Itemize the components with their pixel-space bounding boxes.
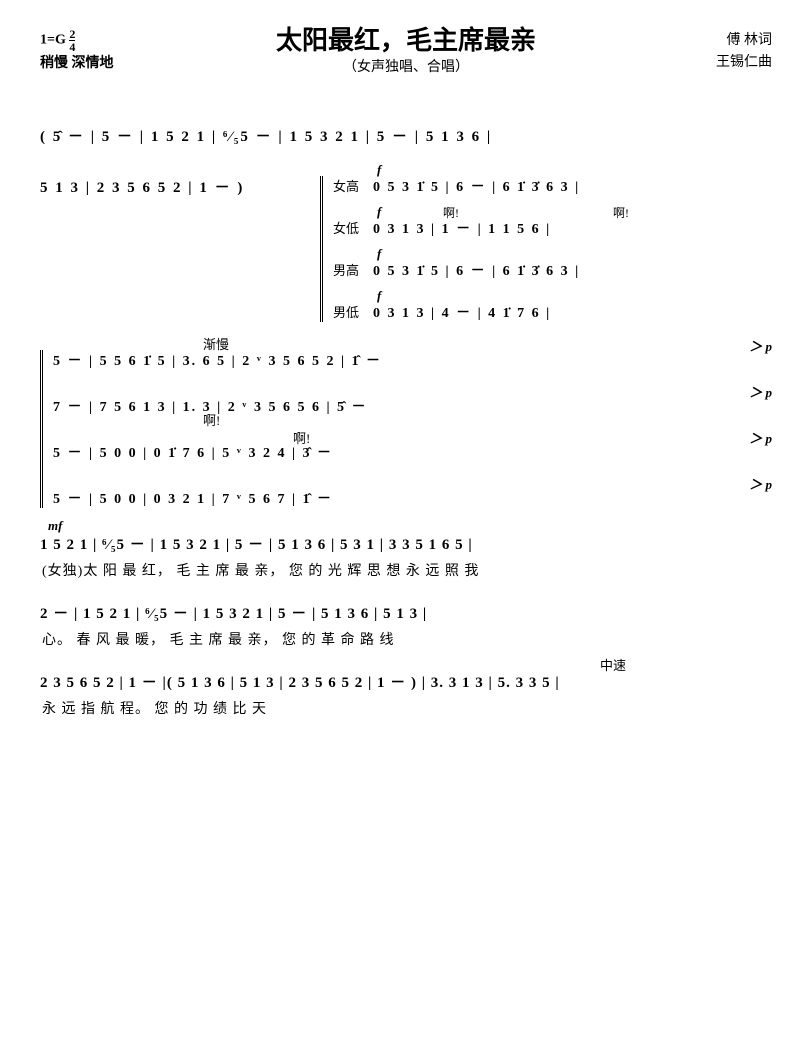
solo-notes1: 1 5 2 1 | ⁶⁄₅5 － | 1 5 3 2 1 | 5 － | 5 1…	[40, 533, 772, 554]
solo-row1: mf 1 5 2 1 | ⁶⁄₅5 － | 1 5 3 2 1 | 5 － | …	[40, 533, 772, 554]
choir-block: f 女高 0 5 3 1̇ 5 | 6 － | 6 1̇ 3̇ 6 3 | f …	[320, 176, 772, 322]
choir-alto: f 啊! 女低 0 3 1 3 | 1 － | 1 1 5 6 | 啊!	[333, 218, 772, 238]
title: 太阳最红，毛主席最亲	[276, 20, 536, 57]
lyrics1: (女独)太 阳 最 红， 毛 主 席 最 亲， 您 的 光 辉 思 想 永 远 …	[40, 560, 772, 580]
intro-line1: ( 5̂ － | 5 － | 1 5 2 1 | ⁶⁄₅5 － | 1 5 3 …	[40, 125, 772, 146]
ah-text: 啊!	[203, 410, 220, 429]
tempo-marking: 稍慢 深情地	[40, 52, 114, 72]
sheet-music-page: 1=G 2 4 稍慢 深情地 太阳最红，毛主席最亲 （女声独唱、合唱） 傅 林词…	[0, 0, 812, 748]
ah-text2: 啊!	[613, 204, 629, 221]
ah-text: 啊!	[293, 428, 310, 447]
ah-text: 啊!	[443, 204, 459, 221]
part-label-soprano: 女高	[333, 176, 369, 195]
dynamic-p: ＞ p	[749, 336, 772, 355]
part-label-bass: 男低	[333, 302, 369, 321]
sec2-row2: ＞ p 7 － | 7 5 6 1 3 | 1. 3 | 2 ᵛ 3 5 6 5…	[53, 396, 772, 416]
dynamic-f: f	[377, 288, 381, 304]
dynamic-f: f	[377, 246, 381, 262]
sec2-notes4: 5 － | 5 0 0 | 0 3 2 1 | 7 ᵛ 5 6 7 | 1̂ －	[53, 492, 333, 507]
dynamic-p: ＞ p	[749, 382, 772, 401]
alto-notes: 0 3 1 3 | 1 － | 1 1 5 6 |	[373, 222, 551, 237]
dynamic-f: f	[377, 162, 381, 178]
choir-bass: f 男低 0 3 1 3 | 4 － | 4 1̇ 7 6 |	[333, 302, 772, 322]
intro-left: 5 1 3 | 2 3 5 6 5 2 | 1 － )	[40, 176, 320, 205]
part-label-alto: 女低	[333, 218, 369, 237]
intro-line2: 5 1 3 | 2 3 5 6 5 2 | 1 － ) f 女高 0 5 3 1…	[40, 176, 772, 322]
soprano-notes: 0 5 3 1̇ 5 | 6 － | 6 1̇ 3̇ 6 3 |	[373, 180, 580, 195]
composer: 王锡仁曲	[716, 52, 772, 74]
part-label-tenor: 男高	[333, 260, 369, 279]
intro-section: ( 5̂ － | 5 － | 1 5 2 1 | ⁶⁄₅5 － | 1 5 3 …	[40, 125, 772, 322]
sec2-row4: ＞ p 5 － | 5 0 0 | 0 3 2 1 | 7 ᵛ 5 6 7 | …	[53, 488, 772, 508]
subtitle: （女声独唱、合唱）	[343, 56, 469, 76]
dynamic-p: ＞ p	[749, 474, 772, 493]
sec2-notes3: 5 － | 5 0 0 | 0 1̇ 7 6 | 5 ᵛ 3 2 4 | 3̂ …	[53, 446, 333, 461]
tempo-zhongsu: 中速	[600, 655, 626, 674]
sec2-row3: ＞ p 啊! 5 － | 5 0 0 | 0 1̇ 7 6 | 5 ᵛ 3 2 …	[53, 442, 772, 462]
dynamic-f: f	[377, 204, 381, 220]
dynamic-mf: mf	[48, 518, 62, 534]
credits: 傅 林词 王锡仁曲	[716, 30, 772, 75]
solo-notes2: 2 － | 1 5 2 1 | ⁶⁄₅5 － | 1 5 3 2 1 | 5 －…	[40, 602, 772, 623]
lyrics2: 心。 春 风 最 暖， 毛 主 席 最 亲， 您 的 革 命 路 线	[40, 629, 772, 649]
choir-tenor: f 男高 0 5 3 1̇ 5 | 6 － | 6 1̇ 3̇ 6 3 |	[333, 260, 772, 280]
sec2-notes1: 5 － | 5 5 6 1̇ 5 | 3. 6 5 | 2 ᵛ 3 5 6 5 …	[53, 354, 382, 369]
time-sig: 2 4	[69, 28, 75, 53]
key-text: 1=G	[40, 33, 69, 48]
lyricist: 傅 林词	[716, 30, 772, 52]
solo-row3: 中速 2 3 5 6 5 2 | 1 － |( 5 1 3 6 | 5 1 3 …	[40, 671, 772, 692]
choir-section2: 渐慢 ＞ p 5 － | 5 5 6 1̇ 5 | 3. 6 5 | 2 ᵛ 3…	[40, 350, 772, 508]
bass-notes: 0 3 1 3 | 4 － | 4 1̇ 7 6 |	[373, 306, 551, 321]
lyrics3: 永 远 指 航 程。 您 的 功 绩 比 天	[40, 698, 772, 718]
header: 1=G 2 4 稍慢 深情地 太阳最红，毛主席最亲 （女声独唱、合唱） 傅 林词…	[40, 20, 772, 110]
solo-row2: 2 － | 1 5 2 1 | ⁶⁄₅5 － | 1 5 3 2 1 | 5 －…	[40, 602, 772, 623]
sec2-row1: 渐慢 ＞ p 5 － | 5 5 6 1̇ 5 | 3. 6 5 | 2 ᵛ 3…	[53, 350, 772, 370]
choir-soprano: f 女高 0 5 3 1̇ 5 | 6 － | 6 1̇ 3̇ 6 3 |	[333, 176, 772, 196]
dynamic-p: ＞ p	[749, 428, 772, 447]
intro-left-notes: 5 1 3 | 2 3 5 6 5 2 | 1 － )	[40, 176, 320, 197]
tenor-notes: 0 5 3 1̇ 5 | 6 － | 6 1̇ 3̇ 6 3 |	[373, 264, 580, 279]
solo-section: mf 1 5 2 1 | ⁶⁄₅5 － | 1 5 3 2 1 | 5 － | …	[40, 533, 772, 718]
key-signature: 1=G 2 4	[40, 28, 75, 53]
solo-notes3: 2 3 5 6 5 2 | 1 － |( 5 1 3 6 | 5 1 3 | 2…	[40, 671, 772, 692]
tempo-marking: 渐慢	[203, 334, 229, 353]
